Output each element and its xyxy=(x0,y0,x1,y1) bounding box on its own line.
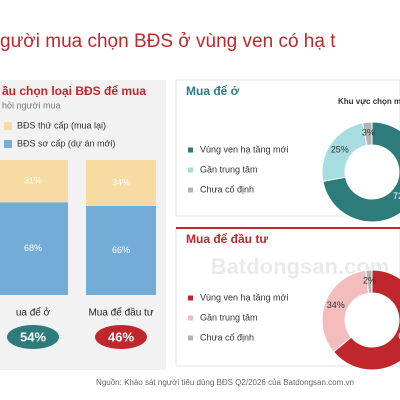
donut-label: 64% xyxy=(398,331,400,341)
legend-swatch xyxy=(4,122,12,130)
donut-label: 72% xyxy=(393,191,400,201)
bar-segment xyxy=(86,160,156,206)
legend-label: Chưa cố định xyxy=(200,184,254,194)
share-badge xyxy=(7,325,59,349)
legend-swatch xyxy=(188,335,193,341)
legend-label: Gần trung tâm xyxy=(200,164,258,174)
donut-segment xyxy=(332,269,400,371)
bar-segment xyxy=(0,160,68,203)
legend-label: Vùng ven hạ tầng mới xyxy=(200,292,288,302)
chart-subtitle: hỏi người mua xyxy=(2,100,60,110)
bar-label: 34% xyxy=(112,177,130,187)
donut-label: 3% xyxy=(362,128,375,138)
bar-label: 31% xyxy=(24,176,42,186)
chart-title: Mua để ở xyxy=(186,84,240,98)
legend-label: Gần trung tâm xyxy=(200,312,258,322)
x-tick-label: ua để ở xyxy=(16,307,51,319)
donut-title: Khu vực chọn m xyxy=(338,97,400,106)
donut-segment xyxy=(322,121,400,223)
legend-swatch xyxy=(188,315,193,321)
top-card xyxy=(175,79,400,217)
chart-title: Mua để đầu tư xyxy=(186,232,268,246)
share-label: 46% xyxy=(108,329,134,344)
donut-segment xyxy=(321,269,370,353)
donut-label: 2% xyxy=(363,275,376,285)
legend-swatch xyxy=(188,295,193,301)
x-tick-label: Mua để đầu tư xyxy=(88,307,153,319)
donut-segment xyxy=(362,121,373,147)
donut-segment xyxy=(365,269,373,294)
bar-segment xyxy=(0,202,68,295)
legend-swatch xyxy=(188,147,193,153)
share-label: 54% xyxy=(20,329,46,344)
donut-label: 34% xyxy=(327,300,345,310)
legend-swatch xyxy=(188,187,193,193)
chart-title: ầu chọn loại BĐS để mua xyxy=(2,84,146,98)
legend-label: BĐS sơ cấp (dự án mới) xyxy=(17,138,115,148)
bar-label: 68% xyxy=(24,243,42,253)
legend-swatch xyxy=(4,140,12,148)
bar-label: 66% xyxy=(112,245,130,255)
legend-label: BĐS thứ cấp (mua lại) xyxy=(17,120,106,130)
bar-segment xyxy=(86,205,156,295)
legend-label: Chưa cố định xyxy=(200,332,254,342)
donut-label: 25% xyxy=(331,144,349,154)
page-title: gười mua chọn BĐS ở vùng ven có hạ t xyxy=(0,31,336,52)
share-badge xyxy=(95,325,147,349)
legend-swatch xyxy=(188,167,193,173)
bottom-card xyxy=(175,227,400,367)
legend-label: Vùng ven hạ tầng mới xyxy=(200,144,288,154)
source: Nguồn: Khảo sát người tiêu dùng BĐS Q2/2… xyxy=(96,378,354,387)
